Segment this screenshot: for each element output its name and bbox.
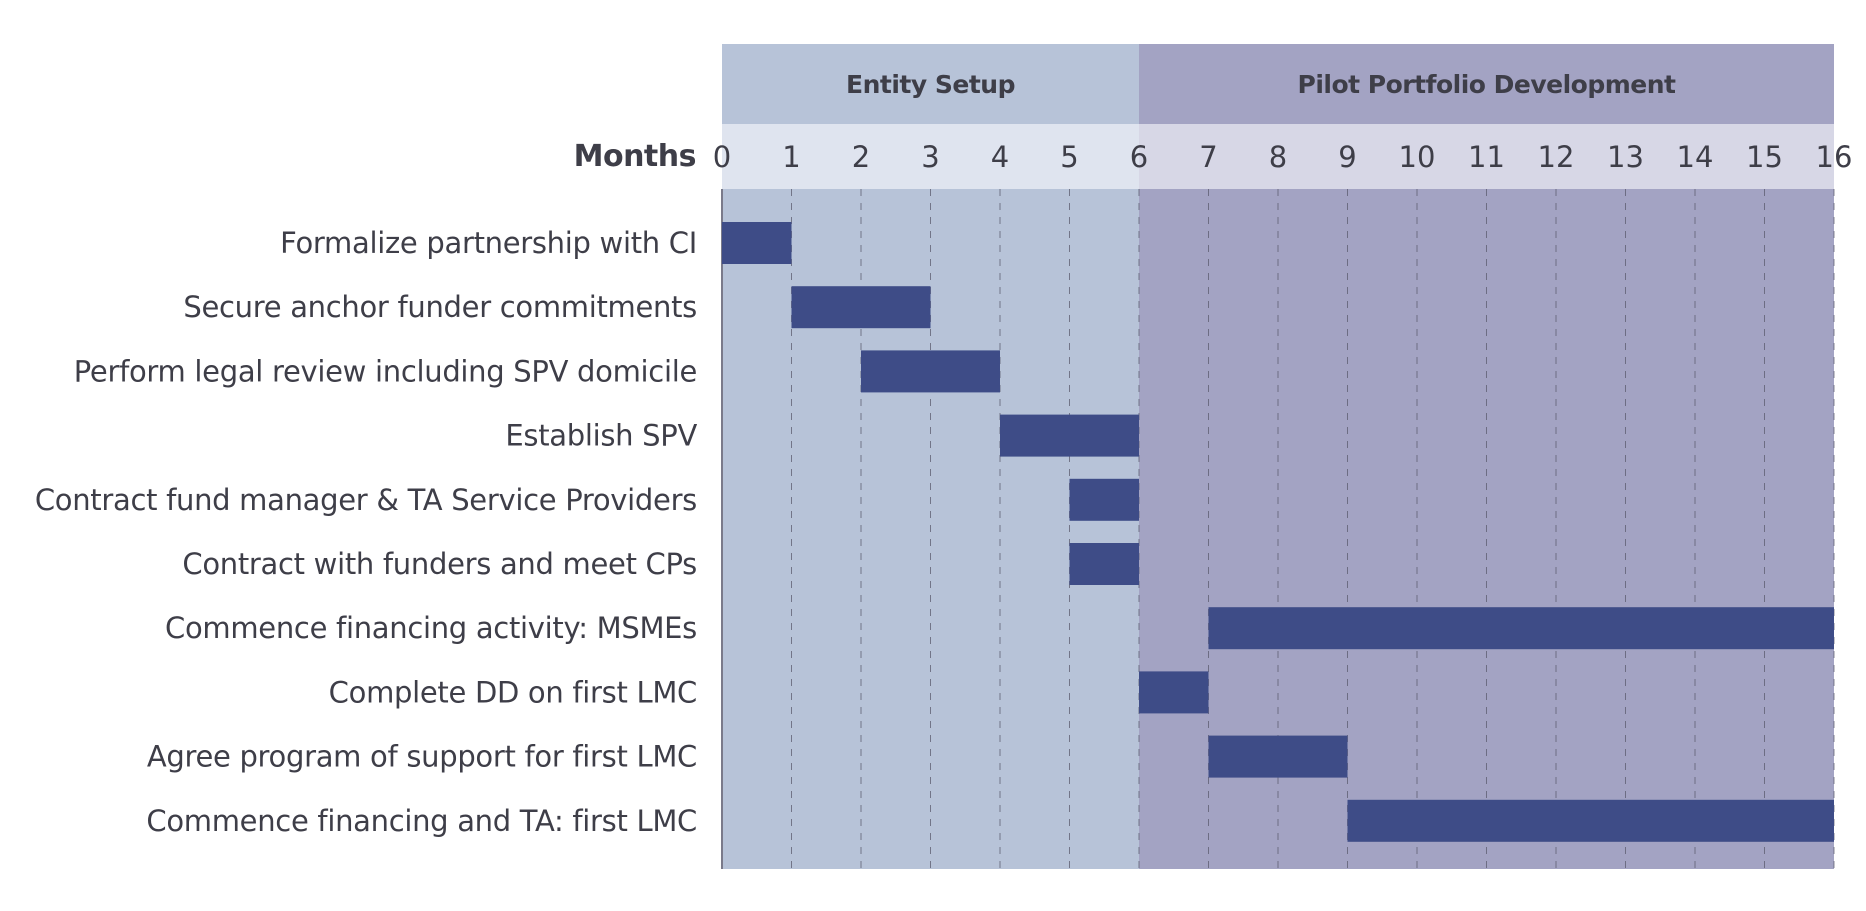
tick-label-9: 9 <box>1338 140 1356 174</box>
task-bar-4 <box>1069 478 1139 521</box>
task-label-4: Contract fund manager & TA Service Provi… <box>35 483 697 517</box>
axis-label-months: Months <box>574 139 696 174</box>
task-bar-8 <box>1208 735 1348 778</box>
tick-label-15: 15 <box>1746 140 1783 174</box>
phase-title-band-1 <box>1139 44 1834 124</box>
phase-header-band-1 <box>1139 124 1834 189</box>
task-label-8: Agree program of support for first LMC <box>147 740 697 774</box>
tick-label-7: 7 <box>1199 140 1217 174</box>
task-label-3: Establish SPV <box>505 419 697 453</box>
task-bar-2 <box>861 350 1000 393</box>
tick-label-11: 11 <box>1468 140 1505 174</box>
task-label-7: Complete DD on first LMC <box>329 675 697 709</box>
phase-title-band-0 <box>722 44 1139 124</box>
task-bar-5 <box>1069 543 1139 585</box>
tick-label-2: 2 <box>852 140 870 174</box>
task-label-9: Commence financing and TA: first LMC <box>146 804 697 838</box>
tick-label-13: 13 <box>1607 140 1644 174</box>
phase-label-1: Pilot Portfolio Development <box>1298 70 1677 99</box>
task-labels: Formalize partnership with CI Secure anch… <box>35 226 698 838</box>
tick-label-5: 5 <box>1060 140 1078 174</box>
tick-label-0: 0 <box>713 140 731 174</box>
tick-label-6: 6 <box>1130 140 1148 174</box>
tick-label-16: 16 <box>1816 140 1853 174</box>
tick-label-14: 14 <box>1677 140 1714 174</box>
task-bar-3 <box>1000 414 1139 457</box>
tick-label-8: 8 <box>1269 140 1287 174</box>
task-bar-9 <box>1347 799 1834 842</box>
tick-label-12: 12 <box>1538 140 1575 174</box>
axis: Months 0 1 2 3 4 5 6 7 8 9 10 11 12 13 14 15 16 <box>574 139 1853 174</box>
tick-label-3: 3 <box>921 140 939 174</box>
task-bars <box>722 222 1834 842</box>
task-bar-0 <box>722 222 792 264</box>
task-label-2: Perform legal review including SPV domic… <box>74 354 697 388</box>
task-bar-1 <box>791 286 931 329</box>
tick-label-10: 10 <box>1399 140 1436 174</box>
task-bar-7 <box>1139 671 1209 714</box>
task-label-1: Secure anchor funder commitments <box>183 290 697 324</box>
task-label-5: Contract with funders and meet CPs <box>182 547 697 581</box>
tick-label-1: 1 <box>782 140 800 174</box>
task-bar-6 <box>1208 607 1834 650</box>
phase-label-0: Entity Setup <box>846 70 1015 99</box>
task-label-6: Commence financing activity: MSMEs <box>165 611 697 645</box>
tick-label-4: 4 <box>991 140 1009 174</box>
phase-header-band-0 <box>722 124 1139 189</box>
task-label-0: Formalize partnership with CI <box>280 226 697 260</box>
